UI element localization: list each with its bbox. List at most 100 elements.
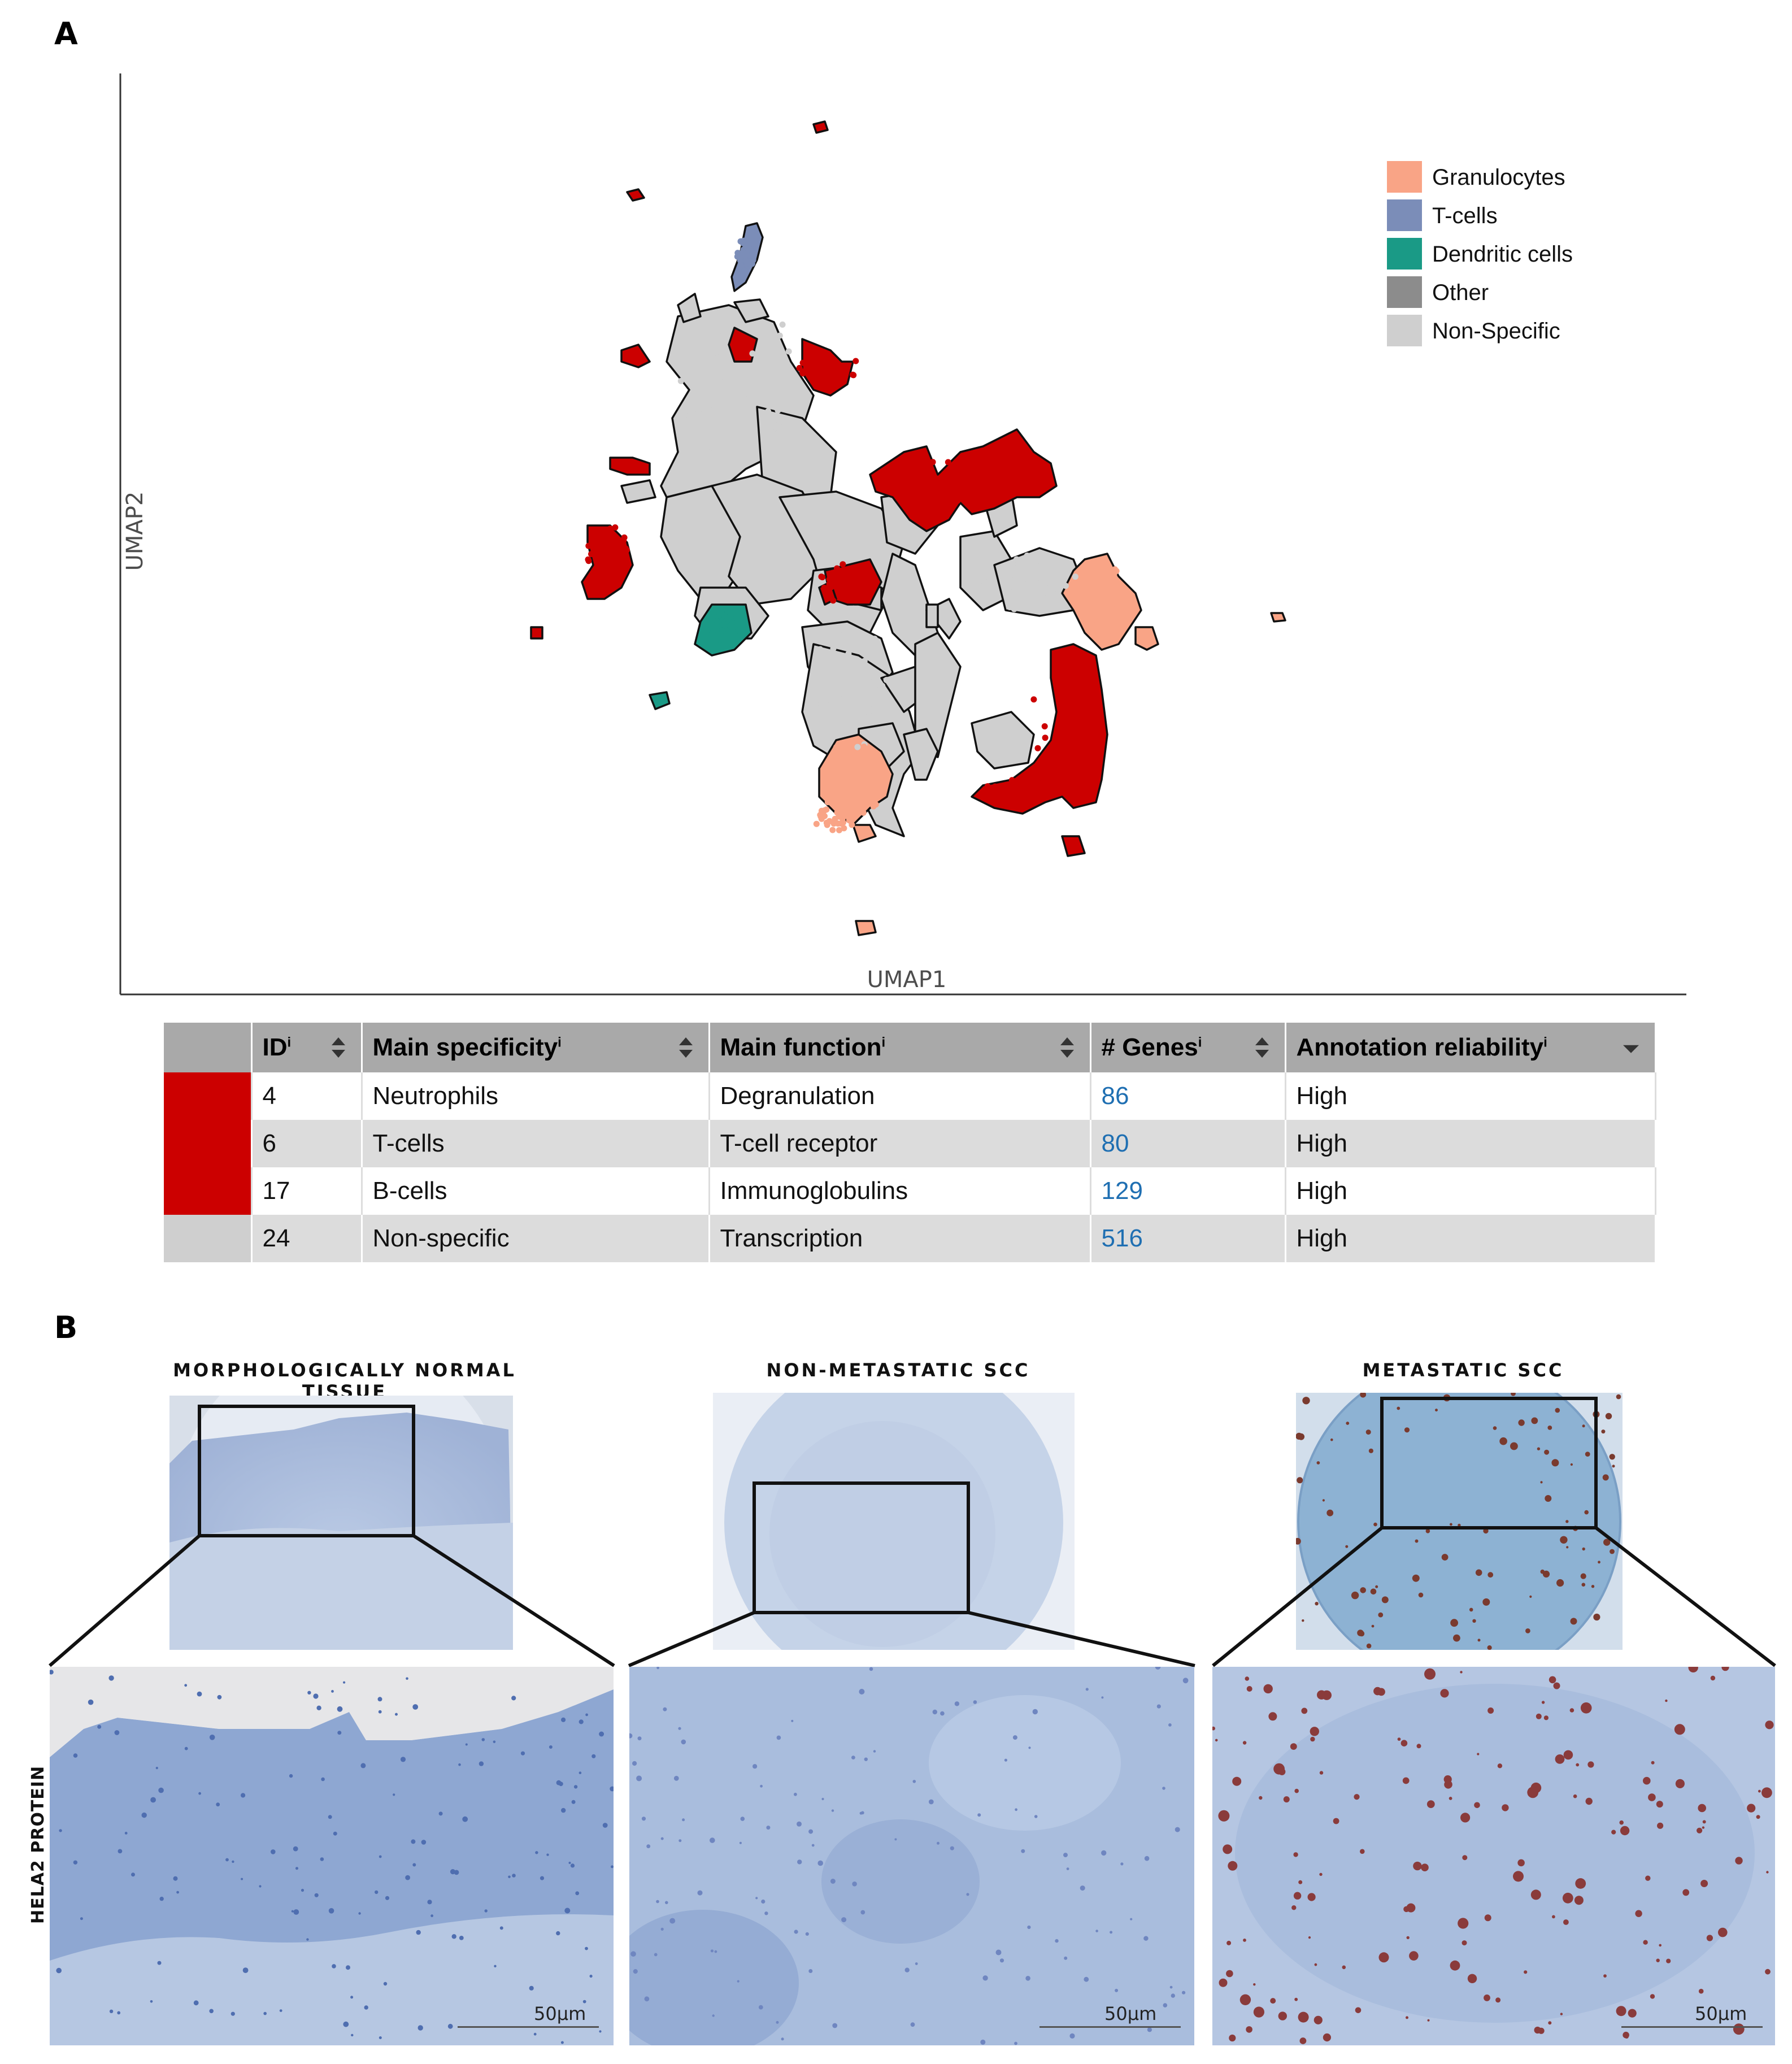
umap-point <box>1033 571 1040 578</box>
table-row[interactable]: 24 Non-specific Transcription 516 High <box>164 1215 1656 1262</box>
cell-genes[interactable]: 129 <box>1090 1167 1286 1215</box>
cluster-region <box>649 691 671 710</box>
header-id[interactable]: IDi <box>251 1023 363 1072</box>
legend-label: Dendritic cells <box>1432 242 1573 267</box>
header-annotation-reliability[interactable]: Annotation reliabilityi <box>1285 1023 1656 1072</box>
sort-icon[interactable] <box>331 1036 345 1059</box>
umap-point <box>766 431 772 438</box>
stain-spot <box>1475 1569 1482 1576</box>
header-genes[interactable]: # Genesi <box>1090 1023 1286 1072</box>
stain-spot <box>451 1934 456 1939</box>
umap-point <box>1008 489 1014 496</box>
stain-spot <box>1483 1528 1489 1534</box>
stain-spot <box>108 1675 114 1681</box>
stain-spot <box>1354 1794 1360 1800</box>
stain-spot <box>811 1844 815 1847</box>
stain-spot <box>1547 1426 1552 1430</box>
stain-spot <box>59 1829 62 1832</box>
stain-spot <box>1381 1596 1389 1604</box>
cell-genes[interactable]: 86 <box>1090 1072 1286 1120</box>
umap-point <box>714 618 720 624</box>
stain-spot <box>1553 1682 1560 1689</box>
stain-spot <box>313 1693 319 1699</box>
sort-icon[interactable] <box>678 1036 693 1059</box>
stain-spot <box>1628 2009 1637 2018</box>
cell-specificity: T-cells <box>362 1120 710 1167</box>
stain-spot <box>406 1677 408 1680</box>
stain-spot <box>1162 1787 1165 1790</box>
stain-spot <box>1245 1676 1250 1681</box>
stain-spot <box>1570 1463 1573 1466</box>
stain-spot <box>1502 1804 1509 1811</box>
umap-point <box>728 629 734 636</box>
umap-point <box>813 356 820 363</box>
sort-icon[interactable] <box>1060 1036 1074 1059</box>
stain-spot <box>385 1896 390 1900</box>
umap-point <box>929 459 936 466</box>
stain-spot <box>1585 1797 1593 1805</box>
stain-spot <box>1477 1639 1481 1642</box>
cell-genes[interactable]: 80 <box>1090 1120 1286 1167</box>
stain-spot <box>932 1709 937 1715</box>
table-row[interactable]: 17 B-cells Immunoglobulins 129 High <box>164 1167 1656 1215</box>
stain-spot <box>1366 1643 1372 1649</box>
stain-spot <box>1706 1935 1713 1941</box>
stain-spot <box>450 1869 456 1875</box>
umap-point <box>817 646 824 653</box>
stain-spot <box>1239 1994 1251 2005</box>
table-row[interactable]: 6 T-cells T-cell receptor 80 High <box>164 1120 1656 1167</box>
stain-spot <box>1698 1988 1704 1994</box>
stain-spot <box>393 1793 395 1796</box>
umap-point <box>1049 765 1056 772</box>
stain-spot <box>1435 1409 1438 1412</box>
umap-point <box>775 407 781 414</box>
stain-spot <box>1342 1965 1346 1970</box>
stain-spot <box>1143 1936 1149 1941</box>
stain-spot <box>529 1985 534 1991</box>
sort-down-icon[interactable] <box>1623 1045 1639 1053</box>
umap-point <box>899 481 906 488</box>
stain-spot <box>873 1750 876 1753</box>
umap-point <box>735 627 742 634</box>
stain-spot <box>582 2000 586 2004</box>
header-main-specificity[interactable]: Main specificityi <box>362 1023 710 1072</box>
umap-point <box>1113 568 1120 575</box>
stain-spot <box>1370 1588 1377 1595</box>
stain-spot <box>1540 1481 1543 1484</box>
stain-spot <box>781 2037 784 2041</box>
umap-point <box>823 806 830 813</box>
stain-spot <box>230 2011 235 2016</box>
umap-point <box>1055 589 1062 596</box>
stain-spot <box>1223 1844 1233 1854</box>
stain-spot <box>1635 1910 1642 1917</box>
stain-spot <box>1688 1667 1698 1672</box>
table-row[interactable]: 4 Neutrophils Degranulation 86 High <box>164 1072 1656 1120</box>
umap-point <box>954 497 961 504</box>
stain-spot <box>295 1867 298 1870</box>
umap-point <box>981 578 988 585</box>
stain-spot <box>1458 1523 1461 1527</box>
stain-spot <box>1565 1520 1569 1523</box>
umap-point <box>708 620 715 627</box>
umap-point <box>815 379 822 385</box>
umap-point <box>871 636 878 642</box>
stain-spot <box>1444 1780 1452 1789</box>
header-main-function[interactable]: Main functioni <box>709 1023 1091 1072</box>
umap-point <box>827 731 833 737</box>
cell-genes[interactable]: 516 <box>1090 1215 1286 1262</box>
stain-spot <box>1560 2013 1563 2015</box>
stain-spot <box>573 1785 578 1789</box>
stain-spot <box>1171 1993 1175 1998</box>
umap-point <box>1006 588 1012 594</box>
umap-point <box>805 366 812 372</box>
stain-spot <box>859 1811 863 1815</box>
stain-spot <box>1656 1958 1660 1962</box>
umap-point <box>709 355 716 362</box>
umap-point <box>846 817 852 824</box>
umap-point <box>1007 468 1014 474</box>
stain-spot <box>1404 1427 1410 1433</box>
stain-spot <box>1645 1875 1651 1881</box>
stain-spot <box>966 1893 969 1896</box>
sort-icon[interactable] <box>1255 1036 1269 1059</box>
stain-spot <box>940 1711 945 1716</box>
